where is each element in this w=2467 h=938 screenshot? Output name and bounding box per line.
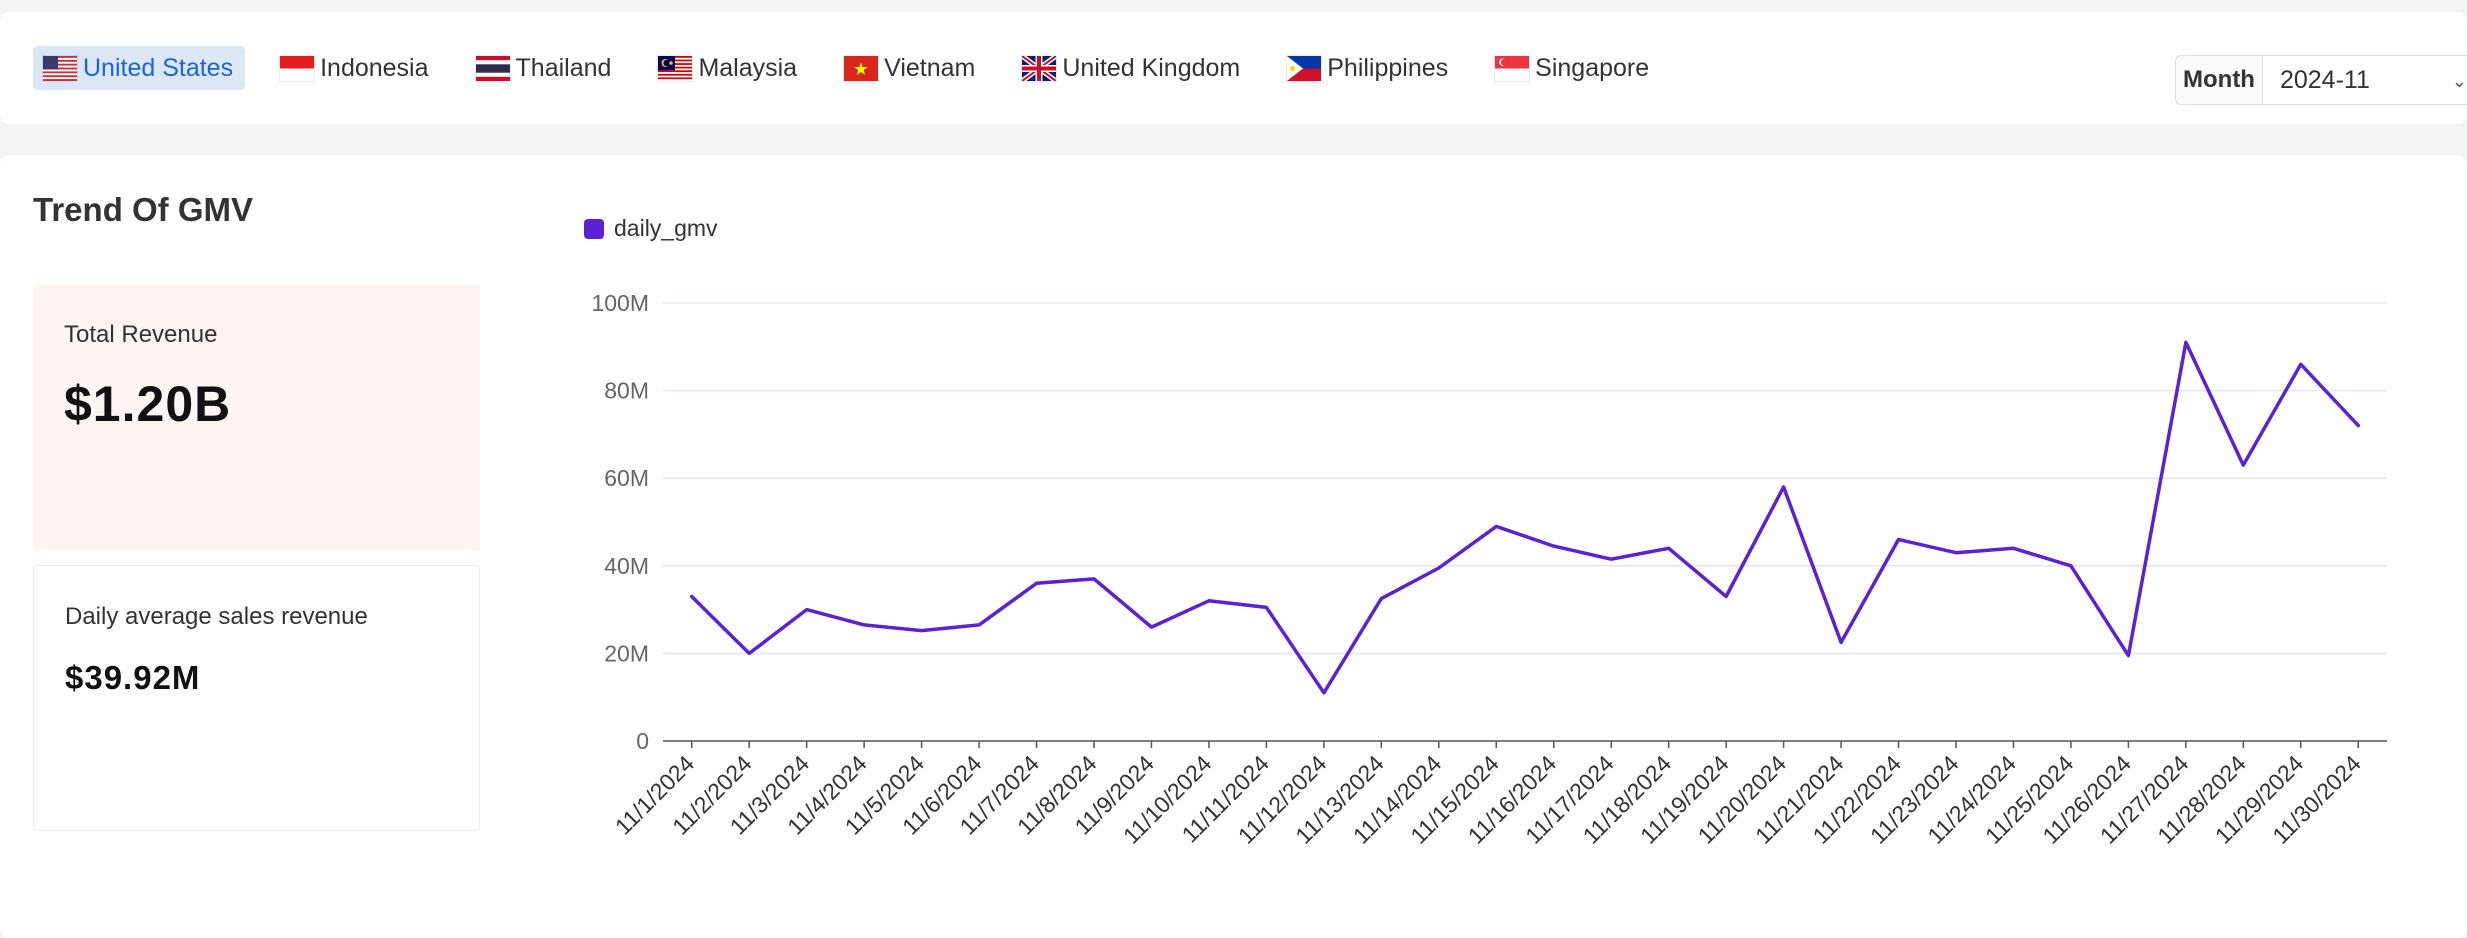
chart-svg: 020M40M60M80M100M11/1/202411/2/202411/3/… xyxy=(591,290,2387,849)
month-dropdown[interactable]: 2024-11 ⌄ xyxy=(2263,56,2467,104)
philippines-flag-icon xyxy=(1287,55,1322,81)
y-tick-label: 60M xyxy=(604,465,649,491)
daily-average-value: $39.92M xyxy=(65,659,201,696)
country-tab-label: United States xyxy=(83,53,234,82)
country-tab[interactable]: Vietnam xyxy=(834,46,987,90)
country-tab[interactable]: United States xyxy=(33,46,246,90)
month-value: 2024-11 xyxy=(2279,65,2370,94)
daily-average-label: Daily average sales revenue xyxy=(65,603,368,630)
thailand-flag-icon xyxy=(475,55,510,81)
country-tab-label: Vietnam xyxy=(884,53,976,82)
country-tab-label: Thailand xyxy=(515,53,612,82)
chevron-down-icon[interactable]: ⌄ xyxy=(2451,71,2467,91)
country-tab[interactable]: Singapore xyxy=(1485,46,1661,90)
y-tick-label: 40M xyxy=(604,553,649,579)
y-tick-label: 80M xyxy=(604,378,649,404)
vietnam-flag-icon xyxy=(844,55,879,81)
daily-average-card: Daily average sales revenue $39.92M xyxy=(33,565,480,831)
country-tab[interactable]: Malaysia xyxy=(648,46,809,90)
y-tick-label: 100M xyxy=(591,290,649,316)
total-revenue-card: Total Revenue $1.20B xyxy=(33,285,480,551)
country-tab-label: United Kingdom xyxy=(1062,53,1241,82)
country-tab-label: Philippines xyxy=(1327,53,1449,82)
us-flag-icon xyxy=(43,55,77,81)
total-revenue-value: $1.20B xyxy=(64,376,232,432)
series-line-daily_gmv xyxy=(689,340,2361,695)
month-label: Month xyxy=(2176,56,2263,104)
indonesia-flag-icon xyxy=(280,55,315,81)
month-select[interactable]: Month 2024-11 ⌄ xyxy=(2175,55,2467,105)
country-tab[interactable]: Thailand xyxy=(466,46,624,90)
chart-legend[interactable]: daily_gmv xyxy=(584,215,718,242)
country-tab[interactable]: Philippines xyxy=(1277,46,1460,90)
country-tab-label: Indonesia xyxy=(320,53,429,82)
gmv-line-chart: 0 20M 40M 60M 80M 100M 11/1/2024 11/2/2024 11/3/… xyxy=(560,200,2467,860)
legend-label: daily_gmv xyxy=(614,215,718,241)
total-revenue-label: Total Revenue xyxy=(64,321,218,348)
gmv-trend-panel: Trend Of GMV Total Revenue $1.20B Daily … xyxy=(0,155,2467,938)
country-tab[interactable]: Indonesia xyxy=(270,46,440,90)
country-tab[interactable]: United Kingdom xyxy=(1012,46,1252,90)
country-filter-bar: United States Indonesia Thailand Malaysia Vi… xyxy=(0,12,2467,124)
singapore-flag-icon xyxy=(1495,55,1530,81)
country-tab-label: Malaysia xyxy=(698,53,798,82)
malaysia-flag-icon xyxy=(658,55,693,81)
uk-flag-icon xyxy=(1022,55,1057,81)
y-tick-label: 0 xyxy=(636,728,649,754)
country-tabs: United States Indonesia Thailand Malaysia Vi… xyxy=(33,46,1686,90)
y-tick-label: 20M xyxy=(604,640,649,666)
country-tab-label: Singapore xyxy=(1535,53,1650,82)
legend-swatch xyxy=(584,218,604,239)
panel-title: Trend Of GMV xyxy=(33,191,254,228)
